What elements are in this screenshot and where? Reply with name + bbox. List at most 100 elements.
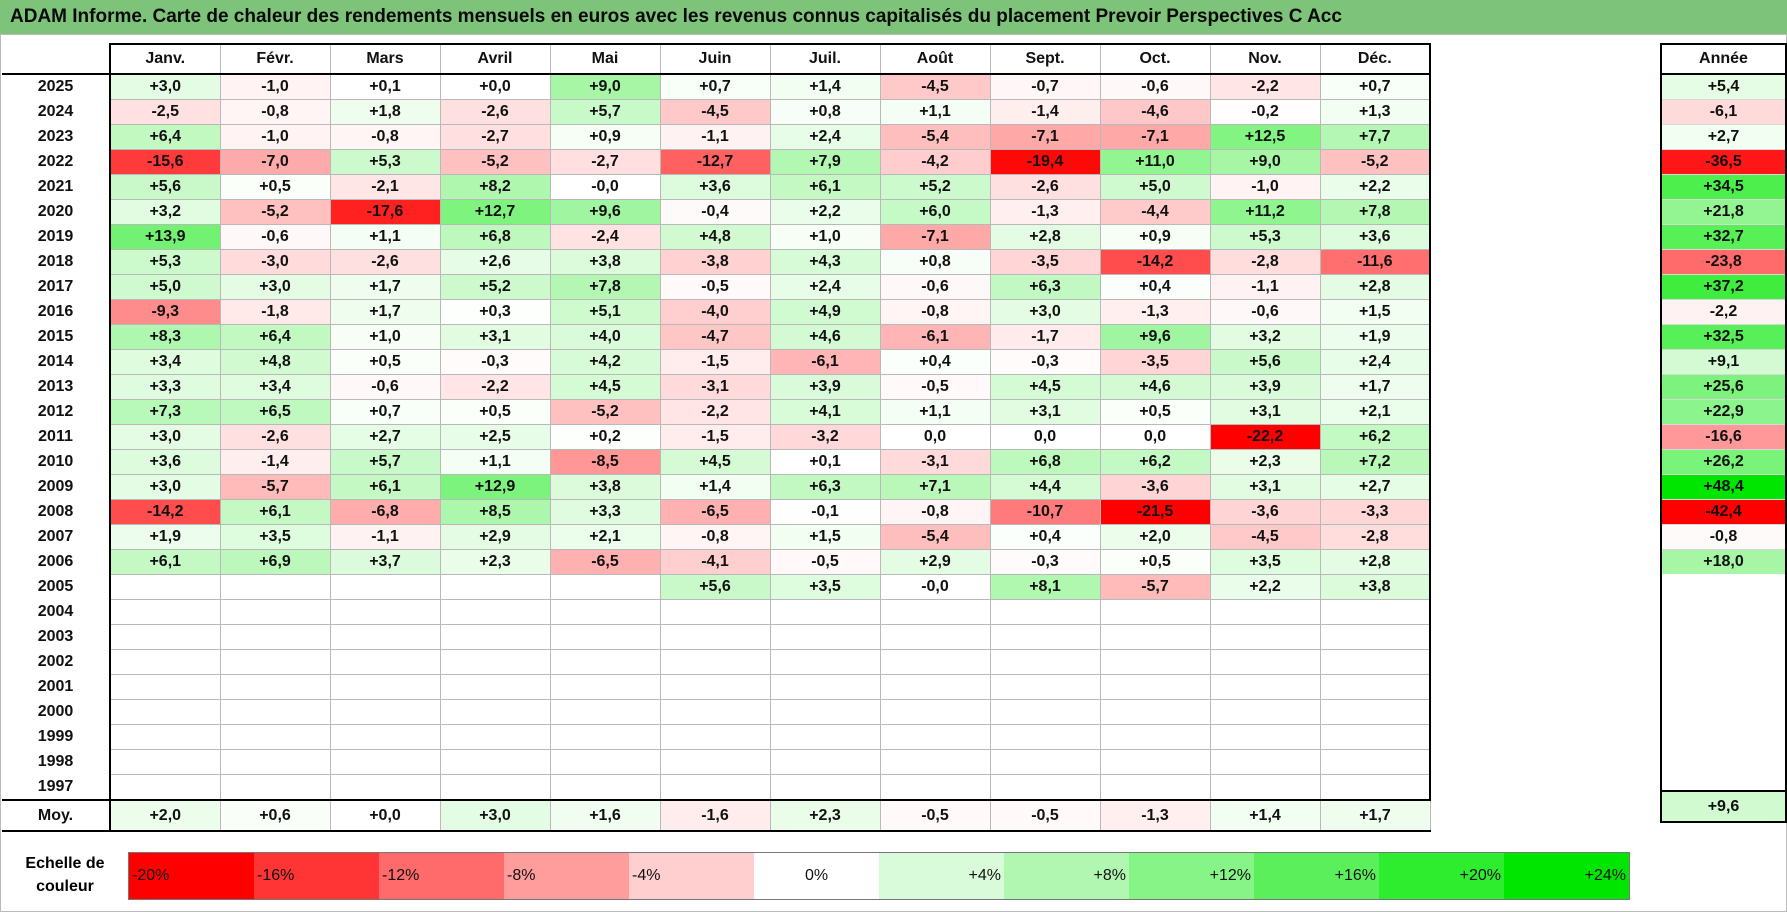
heatmap-cell: +5,0 [1099,174,1211,200]
year-label: 2010 [2,449,111,475]
heatmap-cell: -3,5 [989,249,1101,275]
heatmap-cell: +6,4 [219,324,331,350]
heatmap-cell: -2,6 [989,174,1101,200]
heatmap-cell: -7,1 [879,224,991,250]
annual-cell: -6,1 [1661,99,1786,125]
heatmap-cell [769,774,881,801]
heatmap-cell: +1,5 [1319,299,1431,325]
heatmap-cell: -1,8 [219,299,331,325]
annual-row: -2,2 [1661,299,1786,325]
month-header-row: Janv. Févr. Mars Avril Mai Juin Juil. Août Sept.… [2,43,1431,75]
heatmap-cell: +7,8 [549,274,661,300]
heatmap-cell: -14,2 [1099,249,1211,275]
year-row: 2019 +13,9 -0,6 +1,1 +6,8 -2,4 +4,8 +1,0 -7,1 +2,… [2,224,1431,250]
annual-cell [1661,670,1786,694]
heatmap-cell: +2,5 [439,424,551,450]
heatmap-cell: +0,4 [1099,274,1211,300]
year-label: 2002 [2,649,111,675]
annual-cell: +48,4 [1661,474,1786,500]
annual-header: Année [1661,44,1786,75]
year-label: 2022 [2,149,111,175]
heatmap-body: 2025 +3,0 -1,0 +0,1 +0,0 +9,0 +0,7 +1,4 -4,5 -0,7… [2,73,1431,832]
heatmap-cell [109,649,221,675]
heatmap-cell: +3,4 [109,349,221,375]
annual-cell: +37,2 [1661,274,1786,300]
heatmap-cell: -0,5 [659,274,771,300]
annual-cell: +2,7 [1661,124,1786,150]
heatmap-cell: +7,1 [879,474,991,500]
heatmap-cell: -6,8 [329,499,441,525]
heatmap-cell: +9,6 [549,199,661,225]
year-row: 2011 +3,0 -2,6 +2,7 +2,5 +0,2 -1,5 -3,2 0,0 0,0 0,… [2,424,1431,450]
heatmap-cell: +6,2 [1319,424,1431,450]
heatmap-cell [219,624,331,650]
annual-cell: +5,4 [1661,73,1786,100]
color-scale-stop: +12% [1129,853,1254,899]
year-row: 2010 +3,6 -1,4 +5,7 +1,1 -8,5 +4,5 +0,1 -3,1 +6,8… [2,449,1431,475]
annual-cell: -36,5 [1661,149,1786,175]
heatmap-cell: +2,3 [439,549,551,575]
annual-cell: +34,5 [1661,174,1786,200]
year-label: 2021 [2,174,111,200]
heatmap-cell [439,674,551,700]
chart-title: ADAM Informe. Carte de chaleur des rende… [0,0,1787,34]
heatmap-cell: +0,2 [549,424,661,450]
heatmap-cell: -4,1 [659,549,771,575]
heatmap-cell: +7,9 [769,149,881,175]
annual-cell [1661,574,1786,598]
heatmap-cell [219,774,331,801]
annual-body: +5,4 -6,1 +2,7 -36,5 +34,5 +21,8 +32,7 -23,8 +37… [1661,73,1786,822]
heatmap-cell: +4,6 [1099,374,1211,400]
annual-cell: +18,0 [1661,549,1786,574]
heatmap-cell: -1,7 [989,324,1101,350]
heatmap-cell [439,599,551,625]
heatmap-cell: -2,2 [1209,73,1321,100]
heatmap-cell [879,749,991,775]
color-scale-stop: -12% [379,853,504,899]
heatmap-cell [329,724,441,750]
heatmap-cell: -0,6 [219,224,331,250]
heatmap-cell [659,724,771,750]
heatmap-cell: +1,3 [1319,99,1431,125]
heatmap-cell [109,749,221,775]
heatmap-cell: +4,5 [659,449,771,475]
year-row: 2012 +7,3 +6,5 +0,7 +0,5 -5,2 -2,2 +4,1 +1,1 +3,1… [2,399,1431,425]
annual-row: +2,7 [1661,124,1786,150]
heatmap-cell: -4,5 [879,73,991,100]
annual-row: -42,4 [1661,499,1786,525]
heatmap-cell: +3,9 [1209,374,1321,400]
color-scale-stop: +8% [1004,853,1129,899]
heatmap-cell [1319,749,1431,775]
heatmap-cell [1099,749,1211,775]
heatmap-cell: +3,9 [769,374,881,400]
heatmap-cell: +4,1 [769,399,881,425]
year-row: 2015 +8,3 +6,4 +1,0 +3,1 +4,0 -4,7 +4,6 -6,1 -1,7… [2,324,1431,350]
heatmap-cell: +3,4 [219,374,331,400]
heatmap-cell: +2,2 [1209,574,1321,600]
annual-cell: -2,2 [1661,299,1786,325]
heatmap-cell: +3,0 [109,424,221,450]
annual-row: +5,4 [1661,73,1786,100]
average-cell: +1,7 [1319,799,1431,832]
heatmap-cell: +5,6 [109,174,221,200]
heatmap-cell: +4,5 [549,374,661,400]
heatmap-cell: -3,1 [879,449,991,475]
year-row: 2007 +1,9 +3,5 -1,1 +2,9 +2,1 -0,8 +1,5 -5,4 +0,4… [2,524,1431,550]
heatmap-cell: -3,2 [769,424,881,450]
heatmap-cell [989,699,1101,725]
average-cell: +1,4 [1209,799,1321,832]
heatmap-cell: +4,9 [769,299,881,325]
heatmap-cell: +5,3 [109,249,221,275]
heatmap-cell: -2,8 [1319,524,1431,550]
heatmap-cell [659,749,771,775]
heatmap-cell: +3,0 [219,274,331,300]
heatmap-cell: -6,1 [769,349,881,375]
average-cell: +2,3 [769,799,881,832]
annual-row: -16,6 [1661,424,1786,450]
heatmap-cell: -6,1 [879,324,991,350]
heatmap-cell [219,724,331,750]
heatmap-cell: +3,1 [1209,399,1321,425]
year-row: 2020 +3,2 -5,2 -17,6 +12,7 +9,6 -0,4 +2,2 +6,0 -1… [2,199,1431,225]
heatmap-cell: +6,1 [329,474,441,500]
heatmap-cell: -1,4 [989,99,1101,125]
